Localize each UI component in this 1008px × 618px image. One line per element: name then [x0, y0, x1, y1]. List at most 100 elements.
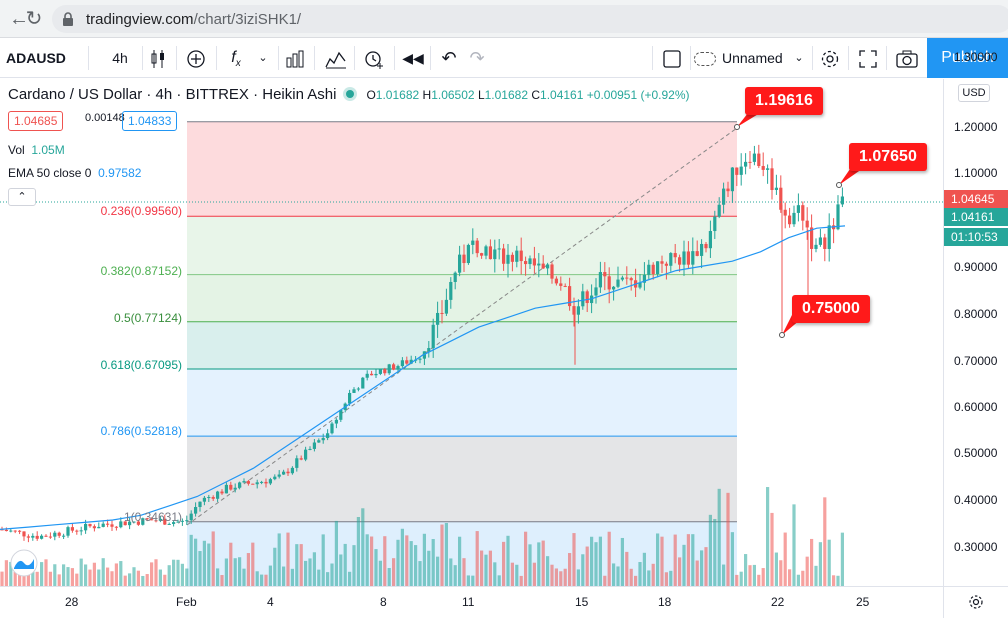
templates-icon[interactable]: [284, 38, 306, 78]
publish-button[interactable]: Publish: [927, 38, 1008, 78]
candle-body: [436, 312, 440, 325]
fib-retracement[interactable]: [187, 121, 737, 586]
volume-bar: [62, 564, 66, 586]
time-axis[interactable]: 28 Feb 4 8 11 15 18 22 25: [0, 586, 943, 618]
volume-legend[interactable]: Vol 1.05M: [8, 143, 65, 157]
chart-settings-corner[interactable]: [943, 586, 1008, 618]
countdown-tag: 01:10:53: [944, 228, 1008, 246]
undo-icon[interactable]: ↶: [441, 48, 457, 68]
time-label: 28: [65, 595, 79, 609]
price-axis[interactable]: 1.30000 1.20000 1.10000 0.90000 0.80000 …: [943, 50, 1008, 586]
redo-icon[interactable]: ↷: [469, 48, 485, 68]
candle-body: [163, 518, 167, 525]
volume-bar: [427, 550, 431, 586]
anchor-high[interactable]: [734, 124, 740, 130]
volume-bar: [774, 552, 778, 586]
time-label: 11: [462, 595, 475, 609]
currency-button[interactable]: USD: [958, 84, 990, 102]
layout-name-button[interactable]: Unnamed: [694, 38, 810, 78]
candle-body: [788, 215, 792, 225]
volume-bar: [286, 532, 290, 586]
volume-bar: [211, 531, 215, 586]
chart-pane[interactable]: 0.236(0.99560) 0.382(0.87152) 0.5(0.7712…: [0, 79, 943, 586]
chart-canvas[interactable]: [0, 79, 943, 586]
camera-icon[interactable]: [894, 38, 920, 78]
volume-bar: [598, 536, 602, 586]
volume-bar: [321, 534, 325, 586]
collapse-legend-icon[interactable]: ⌃: [8, 188, 36, 206]
callout-low[interactable]: 0.75000: [792, 295, 870, 323]
sell-price-button[interactable]: 1.04685: [8, 111, 64, 131]
buy-price-button[interactable]: 1.04833: [122, 111, 178, 131]
candle-body: [440, 312, 444, 314]
bar-replay-icon[interactable]: ◀◀: [402, 50, 424, 66]
volume-bar: [136, 570, 140, 586]
volume-bar: [691, 534, 695, 586]
volume-bar: [361, 508, 365, 586]
candle-body: [224, 484, 228, 494]
candle-body: [361, 377, 365, 389]
back-arrow-icon[interactable]: ←: [9, 8, 29, 30]
volume-bar: [268, 565, 272, 586]
chevron-down-icon[interactable]: ⌄: [258, 52, 268, 64]
market-status-dot[interactable]: [346, 90, 355, 98]
fullscreen-toggle-icon[interactable]: [660, 38, 684, 78]
toolbar-divider: [848, 46, 849, 70]
expand-icon[interactable]: [856, 38, 880, 78]
volume-bar: [779, 560, 783, 586]
reload-icon[interactable]: ↻: [25, 8, 43, 30]
anchor-recent[interactable]: [836, 182, 842, 188]
candle-body: [466, 244, 470, 264]
volume-bar: [128, 573, 132, 586]
volume-bar: [255, 571, 259, 586]
candle-body: [145, 518, 149, 520]
chart-type-candles-icon[interactable]: [148, 38, 168, 78]
ema-legend[interactable]: EMA 50 close 0 0.97582: [8, 166, 141, 180]
fib-zone: [187, 436, 737, 522]
candle-body: [431, 324, 435, 349]
close-price-tag: 1.04161: [944, 208, 1008, 226]
fib-label-1: 1(0.34631): [123, 510, 182, 524]
indicators-fx-icon[interactable]: fx: [231, 49, 241, 70]
candle-body: [827, 225, 831, 249]
alert-clock-icon[interactable]: [362, 38, 386, 78]
interval-button[interactable]: 4h: [112, 50, 128, 66]
candle-body: [669, 253, 673, 266]
fib-trend-line[interactable]: [186, 127, 738, 526]
symbol-search-button[interactable]: ADAUSD: [6, 50, 66, 66]
volume-bar: [458, 536, 462, 586]
callout-high[interactable]: 1.19616: [745, 87, 823, 115]
candle-body: [185, 520, 189, 522]
volume-bar: [497, 575, 501, 586]
chevron-down-icon[interactable]: ⌄: [794, 52, 804, 64]
time-label: 15: [575, 595, 589, 609]
candle-body: [493, 249, 497, 260]
candle-body: [304, 449, 308, 460]
anchor-low[interactable]: [779, 332, 785, 338]
tradingview-logo-icon[interactable]: [10, 549, 38, 577]
volume-bar: [290, 568, 294, 586]
volume-bar: [805, 556, 809, 586]
legend-title[interactable]: Cardano / US Dollar · 4h · BITTREX · Hei…: [8, 86, 337, 103]
volume-bar: [418, 561, 422, 586]
gear-icon[interactable]: [818, 38, 842, 78]
price-label: 0.30000: [954, 540, 998, 554]
volume-bar: [515, 564, 519, 586]
candle-body: [75, 530, 79, 532]
replay-chart-icon[interactable]: [324, 38, 348, 78]
candle-body: [123, 521, 127, 526]
address-bar[interactable]: tradingview.com/chart/3iziSHK1/: [52, 5, 1008, 33]
candle-body: [207, 497, 211, 499]
candle-body: [150, 519, 154, 521]
ema-line: [0, 225, 846, 530]
candle-body: [317, 440, 321, 443]
gear-icon[interactable]: [968, 594, 984, 610]
volume-bar: [198, 551, 202, 586]
candle-body: [519, 250, 523, 262]
candle-body: [660, 261, 664, 264]
callout-recent[interactable]: 1.07650: [849, 143, 927, 171]
compare-add-icon[interactable]: [184, 38, 208, 78]
volume-bar: [783, 532, 787, 586]
candle-body: [559, 283, 563, 286]
candle-body: [664, 263, 668, 266]
